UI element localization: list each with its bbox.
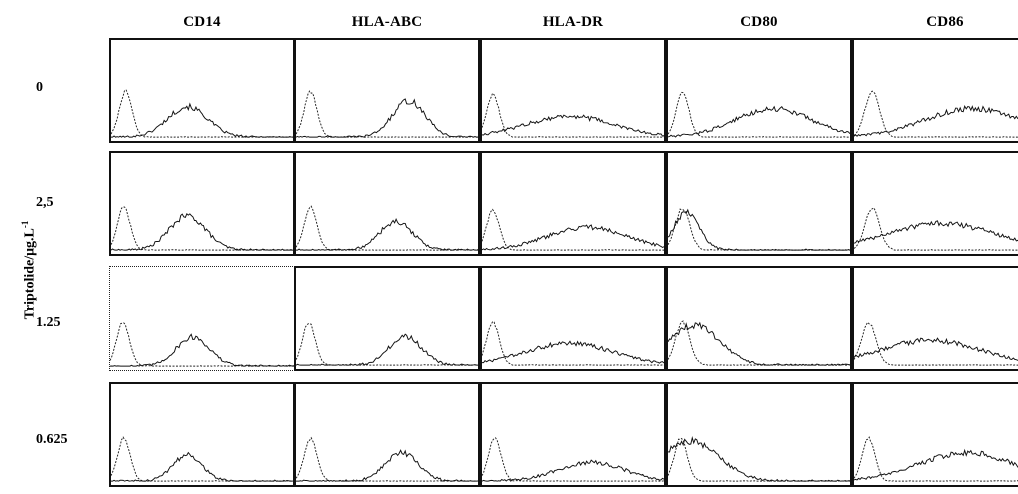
column-header-cd14: CD14 [183,14,221,30]
histogram-plot [482,437,664,482]
sample-histogram-curve [296,98,478,138]
histogram-plot [854,321,1018,366]
histogram-panel-cd14-row1 [109,151,295,256]
control-histogram-curve [482,92,664,138]
histogram-plot [296,322,478,366]
sample-histogram-curve [854,337,1018,361]
histogram-plot [668,435,850,482]
histogram-panel-hla-dr-row1 [480,151,666,256]
control-histogram-curve [111,436,293,482]
sample-histogram-curve [482,224,664,251]
row-label-2: 1.25 [36,315,61,330]
control-histogram-curve [668,320,850,366]
control-histogram-curve [110,322,294,367]
histogram-panel-hla-abc-row2 [294,266,480,371]
histogram-plot [296,205,478,251]
histogram-panel-cd80-row1 [666,151,852,256]
histogram-panel-cd80-row0 [666,38,852,143]
histogram-panel-cd14-row0 [109,38,295,143]
histogram-panel-cd86-row1 [852,151,1018,256]
row-label-1: 2,5 [36,195,54,210]
sample-histogram-curve [296,333,478,366]
control-histogram-curve [668,437,850,482]
histogram-plot [482,321,664,366]
histogram-plot [111,206,293,251]
sample-histogram-curve [482,459,664,482]
sample-histogram-curve [296,217,478,251]
control-histogram-curve [296,90,478,138]
control-histogram-curve [296,322,478,366]
control-histogram-curve [111,206,293,251]
histogram-plot [482,208,664,251]
sample-histogram-curve [296,449,478,482]
histogram-panel-hla-abc-row1 [294,151,480,256]
control-histogram-curve [854,321,1018,366]
control-histogram-curve [854,207,1018,251]
histogram-panel-cd86-row0 [852,38,1018,143]
column-header-hla-dr: HLA-DR [542,14,604,30]
row-label-0: 0 [36,80,43,95]
control-histogram-curve [668,208,850,251]
histogram-plot [482,92,664,138]
sample-histogram-curve [110,333,294,367]
sample-histogram-curve [668,105,850,138]
histogram-panel-cd14-row2 [109,266,295,371]
histogram-panel-cd86-row2 [852,266,1018,371]
control-histogram-curve [296,436,478,482]
column-header-cd86: CD86 [926,14,964,30]
histogram-plot [296,90,478,138]
histogram-plot [668,208,850,251]
sample-histogram-curve [854,220,1018,244]
control-histogram-curve [482,208,664,251]
control-histogram-curve [296,205,478,251]
histogram-plot [854,207,1018,251]
control-histogram-curve [668,91,850,138]
sample-histogram-curve [668,435,850,482]
histogram-panel-hla-abc-row0 [294,38,480,143]
histogram-plot [111,89,293,138]
histogram-panel-hla-dr-row3 [480,382,666,487]
histogram-plot [854,436,1018,482]
histogram-panel-hla-abc-row3 [294,382,480,487]
column-header-cd80: CD80 [740,14,778,30]
sample-histogram-curve [482,340,664,364]
histogram-panel-cd14-row3 [109,382,295,487]
histogram-panel-hla-dr-row0 [480,38,666,143]
control-histogram-curve [854,436,1018,482]
row-label-3: 0.625 [36,432,68,447]
histogram-plot [110,322,294,367]
histogram-panel-hla-dr-row2 [480,266,666,371]
control-histogram-curve [854,90,1018,138]
column-header-hla-abc: HLA-ABC [351,14,423,30]
histogram-plot [854,90,1018,138]
sample-histogram-curve [668,321,850,366]
histogram-panel-cd80-row2 [666,266,852,371]
histogram-plot [668,320,850,366]
y-axis-label-superscript: -1 [20,220,30,229]
sample-histogram-curve [111,451,293,482]
histogram-plot [668,91,850,138]
sample-histogram-curve [854,105,1018,137]
histogram-plot [111,436,293,482]
histogram-plot [296,436,478,482]
sample-histogram-curve [668,208,850,251]
sample-histogram-curve [111,212,293,251]
sample-histogram-curve [111,102,293,138]
sample-histogram-curve [854,448,1018,481]
histogram-panel-cd80-row3 [666,382,852,487]
control-histogram-curve [482,321,664,366]
histogram-panel-cd86-row3 [852,382,1018,487]
sample-histogram-curve [482,114,664,137]
